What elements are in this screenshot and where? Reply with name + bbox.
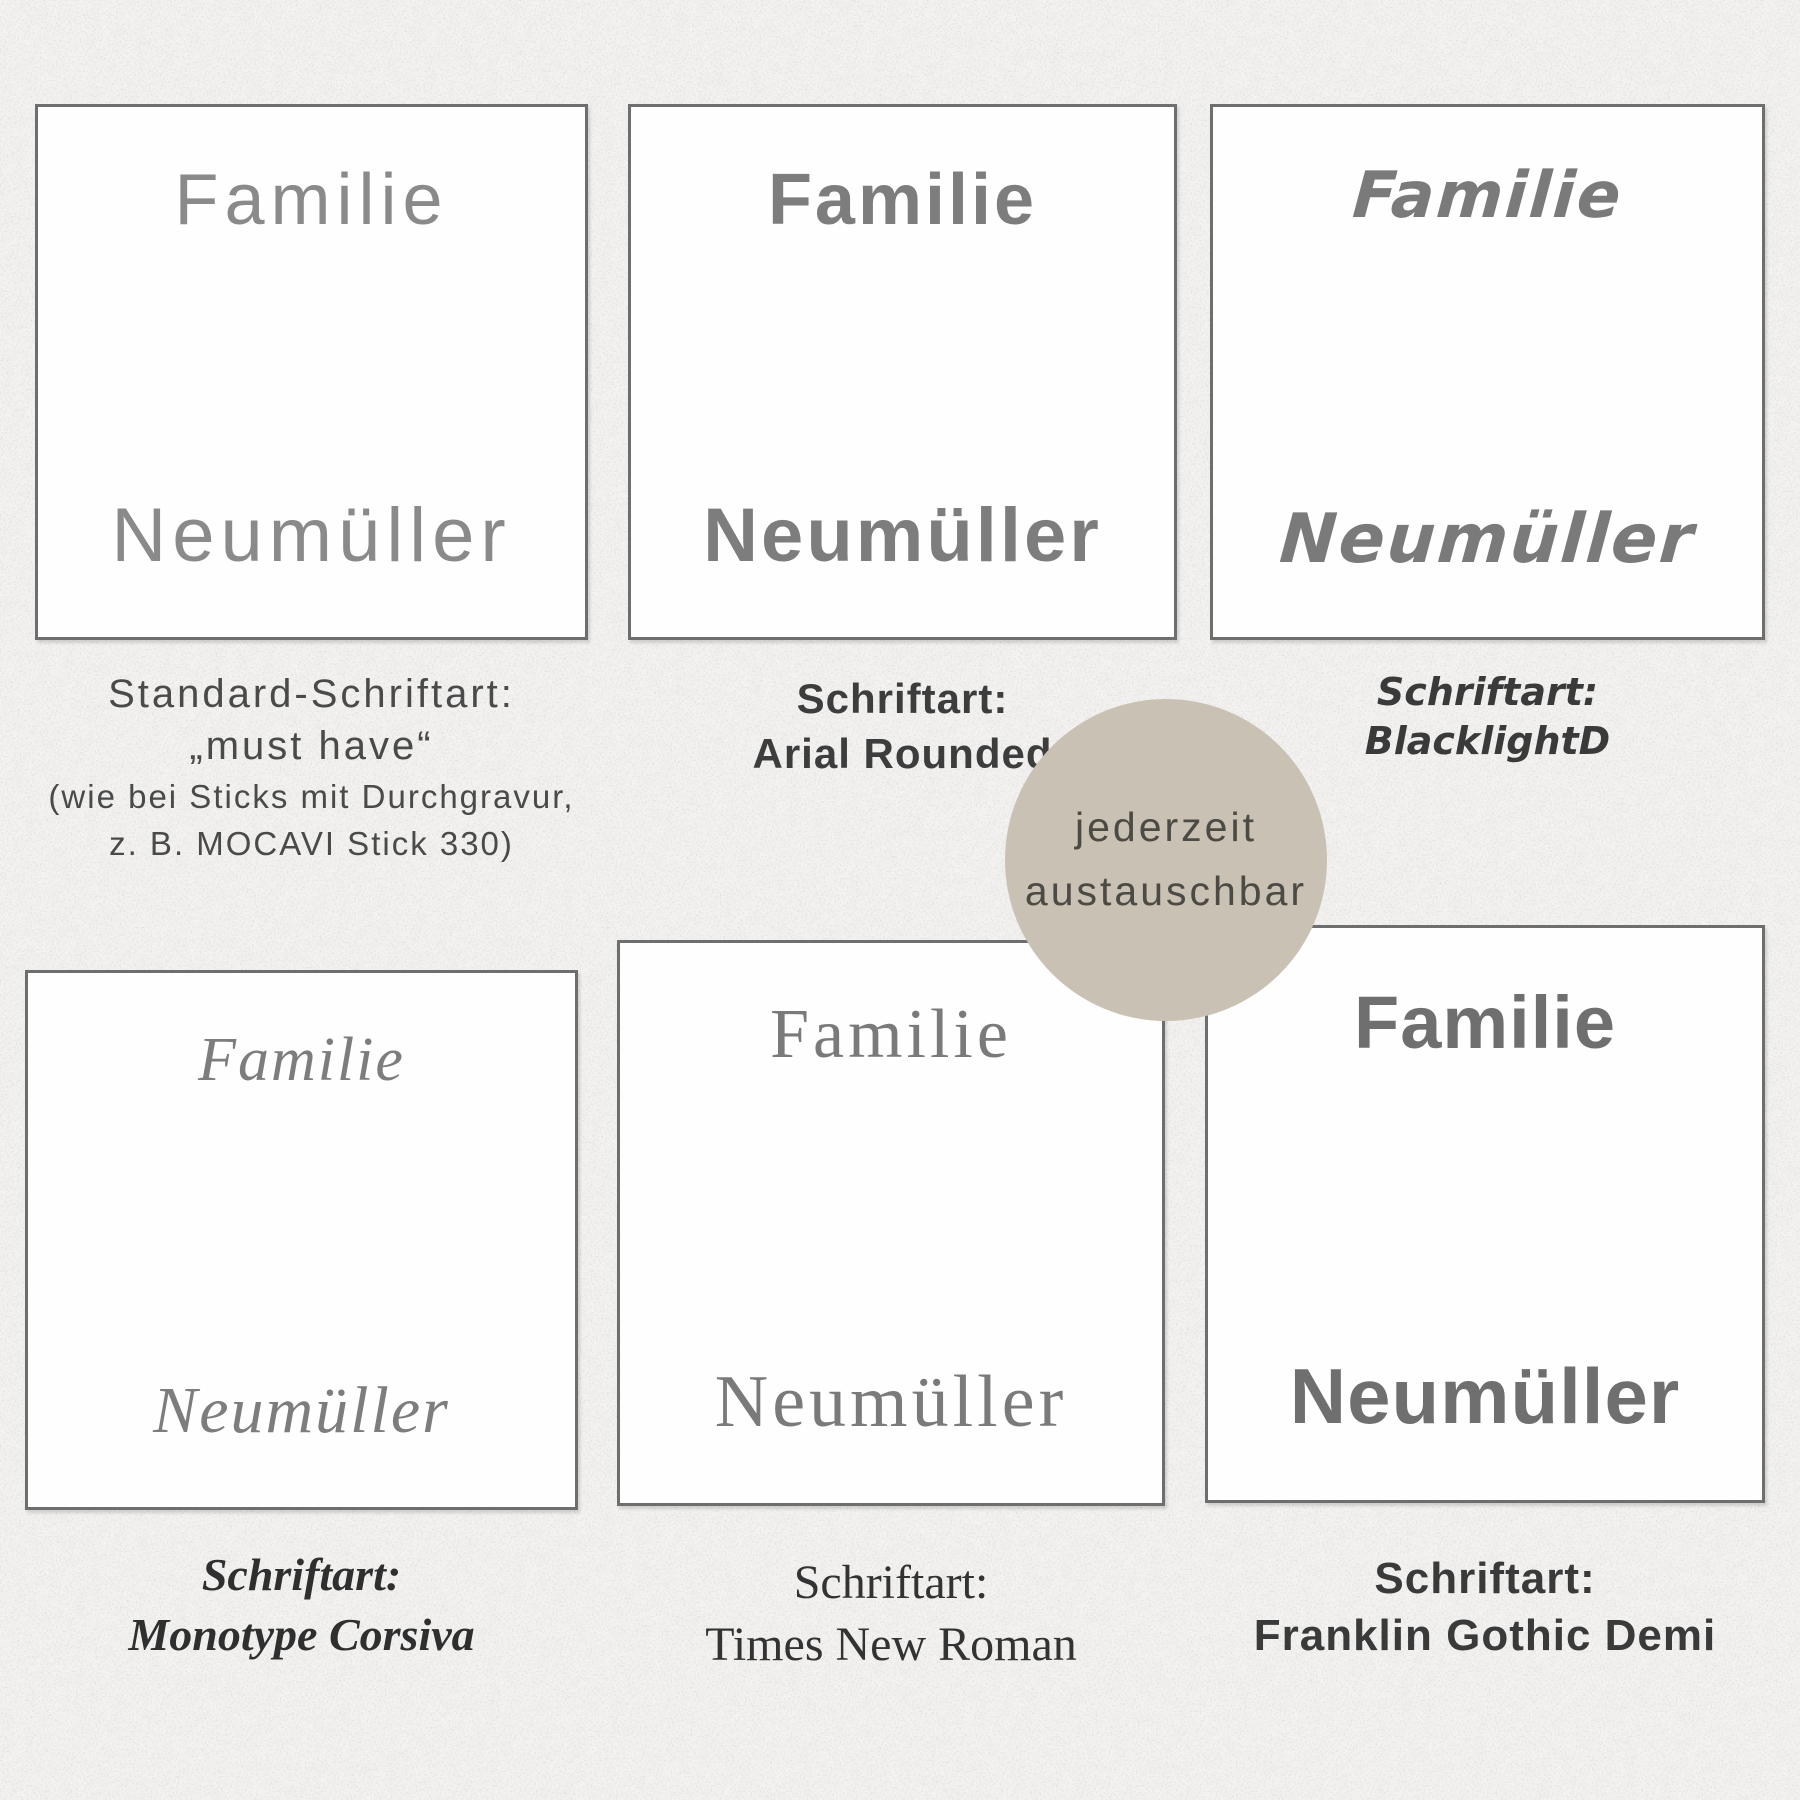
font-sample-card-arial-rounded: Familie Neumüller	[628, 104, 1177, 640]
font-sample-card-times-new-roman: Familie Neumüller	[617, 940, 1165, 1506]
font-sample-card-monotype-corsiva: Familie Neumüller	[25, 970, 578, 1510]
font-sample-card-franklin-gothic-demi: Familie Neumüller	[1205, 925, 1765, 1503]
caption-note-line: (wie bei Sticks mit Durchgravur,	[48, 778, 575, 815]
caption-line: Schriftart:	[793, 1556, 989, 1609]
caption-line: Schriftart:	[201, 1549, 402, 1600]
caption-times-new-roman: Schriftart: Times New Roman	[617, 1552, 1165, 1677]
card-top-text: Familie	[770, 996, 1012, 1073]
card-top-text: Familie	[1354, 981, 1616, 1064]
card-bottom-text: Neumüller	[111, 493, 512, 578]
caption-blacklightd: Schriftart: BlacklightD	[1210, 668, 1765, 767]
font-sample-card-standard: Familie Neumüller	[35, 104, 588, 640]
caption-standard-font: Standard-Schriftart: „must have“ (wie be…	[0, 668, 633, 866]
card-top-text: Familie	[1350, 159, 1625, 233]
card-bottom-text: Neumüller	[1277, 500, 1698, 579]
card-bottom-text: Neumüller	[153, 1374, 450, 1447]
caption-note-line: z. B. MOCAVI Stick 330)	[109, 824, 514, 862]
badge-line: jederzeit	[1075, 804, 1257, 851]
caption-franklin-gothic-demi: Schriftart: Franklin Gothic Demi	[1205, 1550, 1765, 1664]
font-sample-card-blacklightd: Familie Neumüller	[1210, 104, 1765, 640]
replaceable-badge: jederzeit austauschbar	[1005, 699, 1327, 1021]
caption-line: „must have“	[189, 724, 434, 768]
caption-line: Schriftart:	[1376, 670, 1599, 714]
card-bottom-text: Neumüller	[703, 493, 1102, 578]
caption-line: Franklin Gothic Demi	[1253, 1611, 1717, 1661]
card-top-text: Familie	[198, 1026, 405, 1094]
caption-line: Monotype Corsiva	[128, 1608, 475, 1660]
card-bottom-text: Neumüller	[1289, 1352, 1681, 1440]
caption-monotype-corsiva: Schriftart: Monotype Corsiva	[25, 1545, 578, 1665]
caption-line: BlacklightD	[1364, 719, 1611, 764]
caption-line: Standard-Schriftart:	[108, 672, 515, 716]
caption-line: Times New Roman	[705, 1618, 1077, 1672]
caption-line: Schriftart:	[1374, 1554, 1596, 1603]
card-top-text: Familie	[767, 160, 1038, 240]
card-bottom-text: Neumüller	[714, 1361, 1068, 1443]
badge-line: austauschbar	[1024, 868, 1308, 914]
card-top-text: Familie	[174, 160, 449, 240]
